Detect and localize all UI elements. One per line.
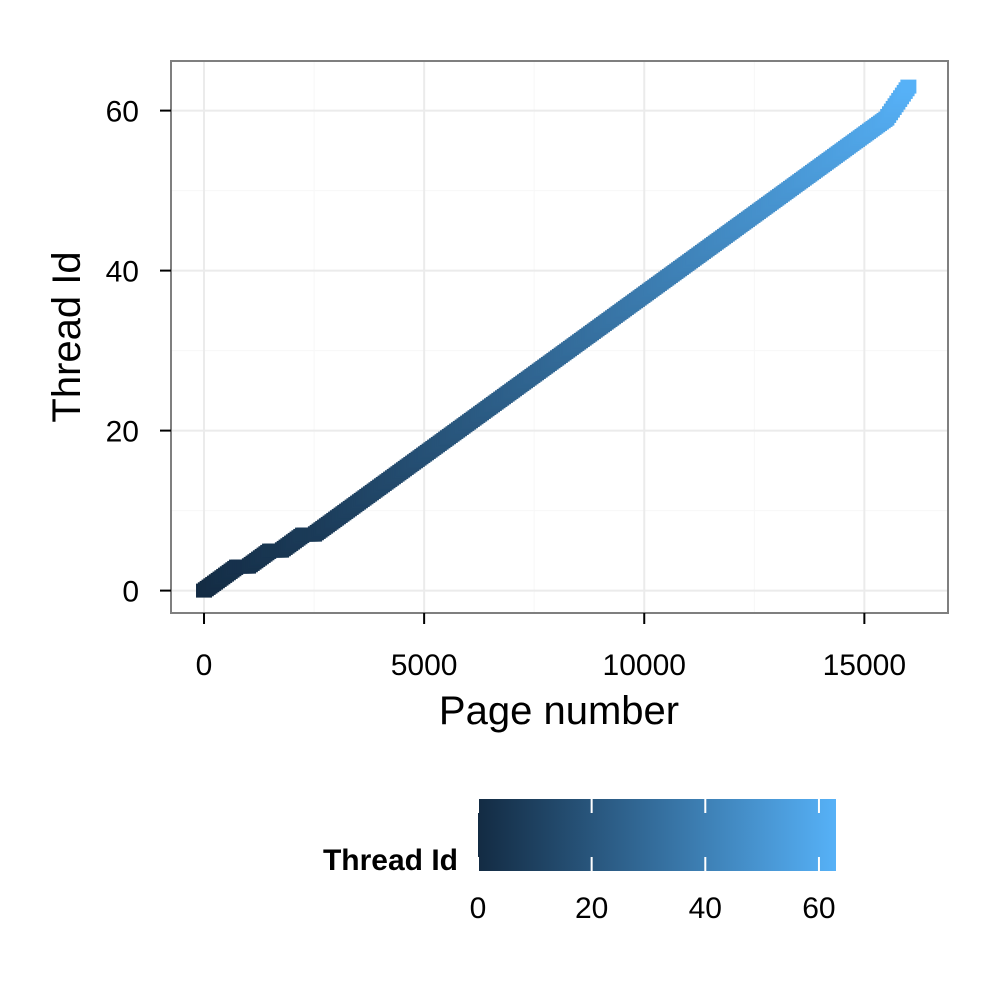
y-tick-label: 0 [122, 576, 139, 609]
colorbar-ticks: 0 20 40 60 [470, 799, 836, 925]
x-tick-label: 15000 [823, 649, 906, 682]
y-axis: 0 20 40 60 [106, 96, 171, 609]
colorbar-tick-label: 20 [575, 892, 608, 925]
colorbar-tick-label: 40 [689, 892, 722, 925]
plot-panel-background [171, 61, 948, 613]
data-points [196, 79, 917, 598]
plot-panel-border [170, 60, 949, 614]
colorbar-tick-label: 0 [470, 892, 487, 925]
y-tick-label: 20 [106, 416, 139, 449]
y-tick-label: 60 [106, 96, 139, 129]
x-tick-label: 0 [196, 649, 213, 682]
x-axis-title: Page number [439, 689, 679, 733]
legend-title: Thread Id [323, 844, 458, 877]
colorbar-tick-label: 60 [802, 892, 835, 925]
x-tick-label: 5000 [391, 649, 458, 682]
colorbar [478, 799, 836, 871]
grid-major [171, 61, 948, 613]
y-axis-title: Thread Id [45, 251, 89, 422]
y-tick-label: 40 [106, 256, 139, 289]
legend: Thread Id 0 20 40 60 [323, 799, 836, 925]
data-point [900, 79, 917, 94]
x-axis: 0 5000 10000 15000 [196, 613, 906, 682]
x-tick-label: 10000 [603, 649, 686, 682]
